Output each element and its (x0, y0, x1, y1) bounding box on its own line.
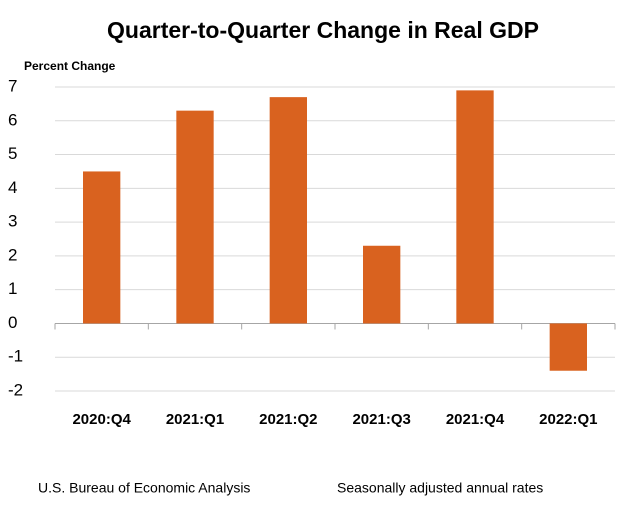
x-tick-label: 2022:Q1 (539, 411, 597, 428)
bar (549, 323, 587, 371)
bar (83, 171, 121, 324)
bar (269, 97, 307, 324)
y-tick-label: 1 (8, 279, 17, 298)
source: U.S. Bureau of Economic Analysis (38, 480, 250, 496)
bar (363, 245, 401, 324)
y-tick-label: 4 (8, 178, 17, 197)
y-tick-label: 2 (8, 245, 17, 264)
y-tick-label: 3 (8, 212, 17, 231)
x-tick-label: 2021:Q2 (259, 411, 317, 428)
y-tick-label: -1 (8, 347, 23, 366)
x-tick-label: 2020:Q4 (72, 411, 131, 428)
x-tick-label: 2021:Q1 (166, 411, 224, 428)
bar (456, 90, 494, 324)
y-tick-label: 5 (8, 144, 17, 163)
bar (176, 110, 214, 324)
y-axis-label: Percent Change (24, 59, 116, 73)
x-tick-label: 2021:Q4 (446, 411, 505, 428)
x-tick-label: 2021:Q3 (352, 411, 410, 428)
chart-title: Quarter-to-Quarter Change in Real GDP (107, 17, 539, 43)
y-tick-label: -2 (8, 380, 23, 399)
y-tick-label: 6 (8, 110, 17, 129)
y-tick-label: 0 (8, 313, 17, 332)
y-tick-label: 7 (8, 76, 17, 95)
note: Seasonally adjusted annual rates (337, 480, 543, 496)
